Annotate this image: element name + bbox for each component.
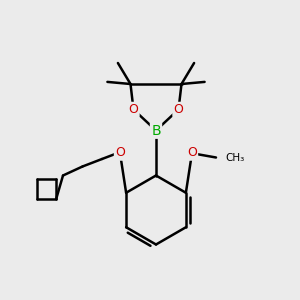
Text: B: B — [151, 124, 161, 137]
Text: O: O — [174, 103, 183, 116]
Text: O: O — [129, 103, 138, 116]
Text: O: O — [115, 146, 125, 160]
Text: O: O — [187, 146, 197, 160]
Text: CH₃: CH₃ — [226, 153, 245, 163]
